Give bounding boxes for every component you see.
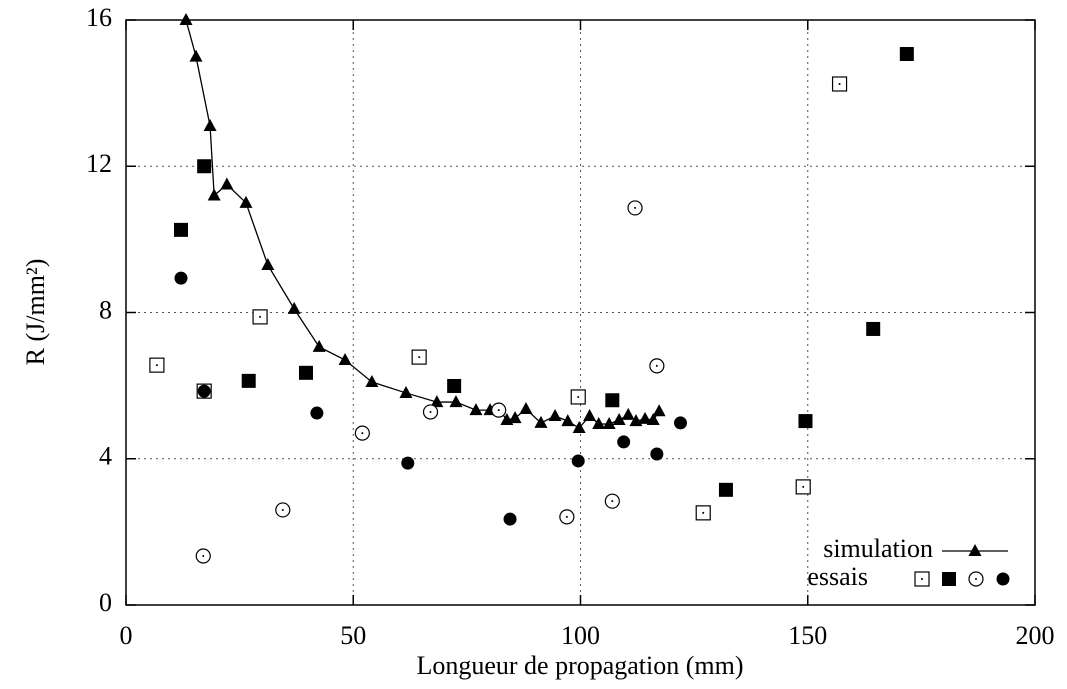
x-tick-label: 100 [561, 621, 600, 650]
square-marker [197, 159, 212, 174]
triangle-marker [203, 119, 217, 132]
marker-dot [497, 409, 500, 412]
triangle-marker [646, 412, 660, 425]
circle-marker [571, 454, 585, 468]
triangle-marker [638, 411, 652, 424]
y-tick-label: 8 [99, 295, 112, 324]
x-tick-label: 200 [1016, 621, 1055, 650]
series-line [185, 19, 660, 429]
x-tick-label: 0 [120, 621, 133, 650]
triangle-marker [239, 195, 253, 208]
marker-dot [155, 364, 158, 367]
marker-dot [565, 515, 568, 518]
y-tick-label: 4 [99, 442, 112, 471]
square-marker [447, 378, 462, 393]
triangle-marker [220, 177, 234, 190]
triangle-marker [508, 411, 522, 424]
triangle-marker [652, 404, 666, 417]
circle-marker [650, 447, 664, 461]
marker-dot [281, 508, 284, 511]
square-marker [899, 47, 914, 62]
square-marker [866, 321, 881, 336]
marker-dot [655, 364, 658, 367]
square-marker [241, 373, 256, 388]
triangle-marker [365, 374, 379, 387]
marker-dot [702, 511, 705, 514]
marker-dot [802, 485, 805, 488]
triangle-marker [179, 13, 193, 25]
triangle-marker [583, 408, 597, 421]
circle-marker [401, 456, 415, 470]
square-marker [798, 414, 813, 429]
y-tick-label: 16 [86, 3, 112, 32]
triangle-marker [430, 395, 444, 408]
marker-dot [921, 578, 923, 580]
circle-marker [996, 572, 1010, 586]
square-marker [173, 222, 188, 237]
legend-label: simulation [823, 534, 933, 563]
triangle-marker [621, 407, 635, 420]
triangle-marker [189, 49, 203, 62]
triangle-marker [261, 257, 275, 270]
triangle-marker [449, 395, 463, 408]
marker-dot [975, 578, 977, 580]
triangle-marker [207, 188, 221, 201]
marker-dot [202, 555, 205, 558]
triangle-marker [612, 412, 626, 425]
triangle-marker [561, 414, 575, 427]
triangle-marker [602, 417, 616, 430]
x-tick-label: 50 [340, 621, 366, 650]
legend-label: essais [807, 562, 868, 591]
triangle-marker [399, 385, 413, 398]
square-marker [942, 572, 956, 586]
triangle-marker [312, 339, 326, 352]
triangle-marker [548, 408, 562, 421]
marker-dot [259, 315, 262, 318]
circle-marker [174, 271, 188, 285]
marker-dot [361, 432, 364, 435]
circle-marker [673, 416, 687, 430]
y-tick-label: 12 [86, 149, 112, 178]
circle-marker [197, 384, 211, 398]
marker-dot [418, 356, 421, 359]
square-marker [718, 482, 733, 497]
triangle-marker [592, 417, 606, 430]
triangle-marker [572, 421, 586, 434]
circle-marker [310, 406, 324, 420]
triangle-marker [469, 403, 483, 416]
triangle-marker [968, 544, 982, 556]
marker-dot [838, 82, 841, 85]
x-axis-label: Longueur de propagation (mm) [416, 651, 743, 680]
marker-dot [577, 395, 580, 398]
triangle-marker [338, 353, 352, 366]
y-tick-label: 0 [99, 588, 112, 617]
square-marker [298, 365, 313, 380]
x-tick-label: 150 [788, 621, 827, 650]
marker-dot [634, 206, 637, 209]
triangle-marker [519, 402, 533, 415]
y-axis-label: R (J/mm²) [21, 259, 50, 366]
marker-dot [611, 500, 614, 503]
circle-marker [617, 435, 631, 449]
triangle-marker [534, 415, 548, 428]
triangle-marker [287, 301, 301, 314]
marker-dot [429, 410, 432, 413]
circle-marker [503, 512, 517, 526]
square-marker [605, 393, 620, 408]
